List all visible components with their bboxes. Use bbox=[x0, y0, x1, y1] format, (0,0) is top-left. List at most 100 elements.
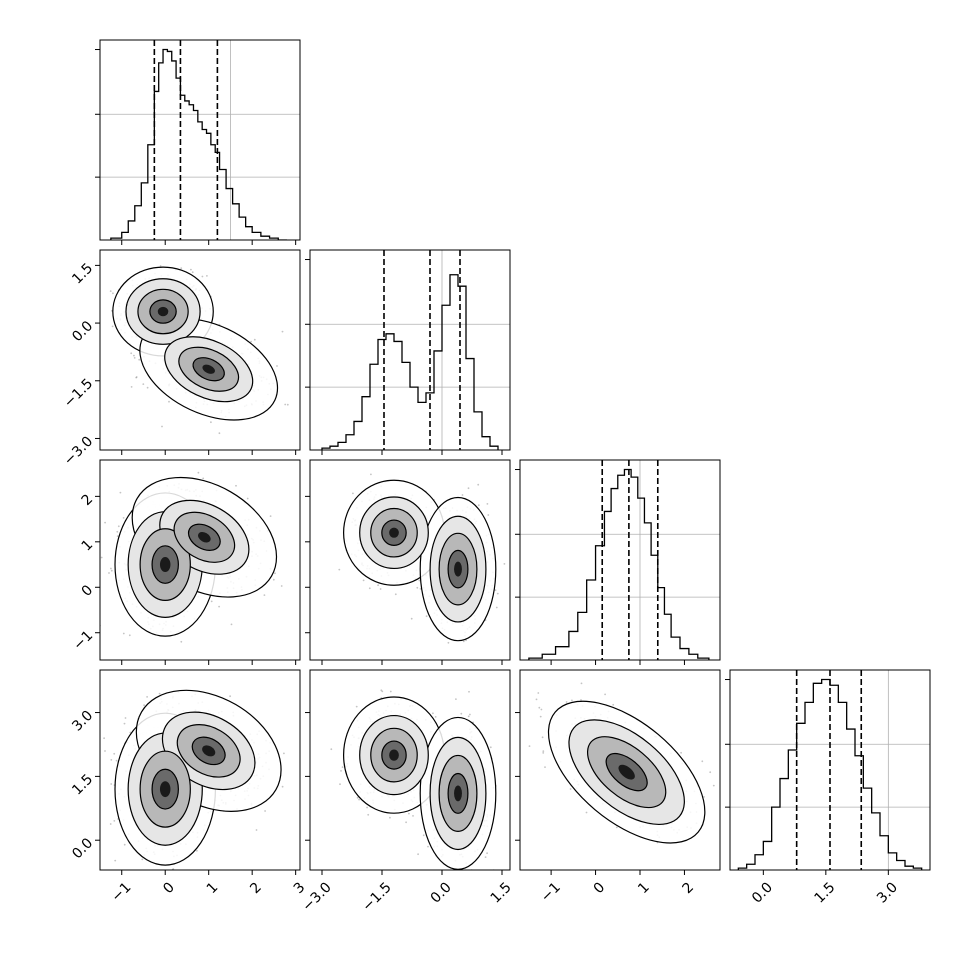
panel-content bbox=[330, 689, 497, 886]
scatter-point bbox=[274, 572, 276, 575]
scatter-point bbox=[218, 605, 221, 608]
scatter-point bbox=[467, 487, 470, 490]
histogram-step bbox=[528, 468, 710, 660]
scatter-point bbox=[352, 492, 354, 495]
scatter-point bbox=[202, 477, 205, 480]
scatter-point bbox=[486, 852, 488, 855]
scatter-point bbox=[180, 267, 183, 269]
scatter-point bbox=[434, 716, 437, 718]
scatter-point bbox=[111, 325, 114, 328]
scatter-point bbox=[513, 505, 515, 507]
scatter-point bbox=[113, 820, 116, 822]
scatter-point bbox=[432, 712, 434, 715]
panel-r2c1 bbox=[305, 459, 515, 665]
scatter-point bbox=[468, 690, 470, 693]
scatter-point bbox=[455, 698, 457, 700]
scatter-point bbox=[191, 271, 194, 274]
panel-r1c1 bbox=[305, 249, 511, 455]
scatter-point bbox=[284, 403, 287, 406]
scatter-point bbox=[119, 491, 122, 494]
scatter-point bbox=[281, 330, 284, 333]
scatter-point bbox=[143, 704, 146, 707]
scatter-point bbox=[422, 834, 425, 837]
scatter-point bbox=[168, 400, 170, 403]
scatter-point bbox=[109, 290, 112, 292]
scatter-point bbox=[141, 858, 144, 861]
scatter-point bbox=[124, 717, 127, 719]
panel-frame bbox=[309, 249, 511, 451]
scatter-point bbox=[366, 806, 368, 809]
scatter-point bbox=[146, 386, 149, 389]
scatter-point bbox=[180, 874, 182, 876]
panel-r3c0 bbox=[95, 669, 301, 886]
panel-content bbox=[520, 460, 720, 660]
scatter-point bbox=[250, 340, 253, 343]
scatter-point bbox=[263, 594, 266, 596]
scatter-point bbox=[496, 592, 499, 595]
panel-r2c0 bbox=[95, 459, 301, 665]
scatter-point bbox=[680, 751, 682, 754]
scatter-point bbox=[182, 884, 184, 886]
panel-frame bbox=[309, 459, 511, 661]
scatter-point bbox=[585, 811, 588, 814]
scatter-point bbox=[103, 737, 105, 740]
scatter-point bbox=[569, 788, 572, 790]
scatter-point bbox=[133, 357, 136, 359]
scatter-point bbox=[469, 713, 471, 716]
scatter-point bbox=[488, 876, 490, 878]
scatter-point bbox=[138, 358, 141, 361]
scatter-point bbox=[486, 503, 489, 505]
panel-content bbox=[109, 265, 300, 435]
scatter-point bbox=[110, 567, 112, 570]
scatter-point bbox=[389, 690, 392, 693]
scatter-point bbox=[122, 517, 125, 519]
scatter-point bbox=[281, 785, 284, 788]
scatter-point bbox=[358, 798, 360, 801]
scatter-point bbox=[210, 600, 213, 603]
panel-frame bbox=[519, 459, 721, 661]
scatter-point bbox=[538, 706, 541, 709]
density-level bbox=[389, 527, 399, 538]
scatter-point bbox=[484, 856, 487, 858]
scatter-point bbox=[535, 698, 538, 701]
scatter-point bbox=[377, 584, 379, 587]
scatter-point bbox=[180, 640, 183, 643]
scatter-point bbox=[355, 705, 358, 708]
scatter-point bbox=[130, 386, 133, 388]
scatter-point bbox=[701, 760, 704, 763]
scatter-point bbox=[503, 563, 506, 565]
density-level bbox=[159, 781, 171, 798]
scatter-point bbox=[110, 759, 113, 761]
scatter-point bbox=[196, 849, 198, 852]
panel-content bbox=[100, 471, 283, 643]
scatter-point bbox=[218, 432, 221, 435]
density-level bbox=[157, 306, 169, 317]
scatter-point bbox=[427, 845, 429, 848]
scatter-point bbox=[116, 535, 119, 537]
scatter-point bbox=[362, 579, 365, 582]
scatter-point bbox=[461, 494, 464, 496]
scatter-point bbox=[410, 617, 413, 620]
panel-content bbox=[310, 250, 510, 450]
histogram-step bbox=[110, 48, 287, 240]
scatter-point bbox=[229, 695, 232, 698]
scatter-point bbox=[703, 796, 705, 798]
scatter-point bbox=[541, 736, 544, 739]
scatter-point bbox=[206, 275, 208, 277]
panel-frame bbox=[99, 669, 301, 871]
panel-r0c0 bbox=[95, 39, 301, 245]
scatter-point bbox=[122, 632, 125, 635]
scatter-point bbox=[159, 265, 162, 267]
scatter-point bbox=[709, 771, 712, 774]
scatter-point bbox=[286, 403, 289, 406]
panel-r3c1 bbox=[305, 669, 511, 886]
scatter-point bbox=[487, 514, 490, 516]
scatter-point bbox=[330, 748, 333, 751]
scatter-point bbox=[339, 783, 341, 786]
density-level bbox=[202, 745, 216, 757]
scatter-point bbox=[482, 884, 484, 886]
scatter-point bbox=[412, 815, 414, 817]
scatter-point bbox=[110, 783, 113, 785]
density-level bbox=[159, 557, 171, 573]
scatter-point bbox=[269, 515, 272, 517]
